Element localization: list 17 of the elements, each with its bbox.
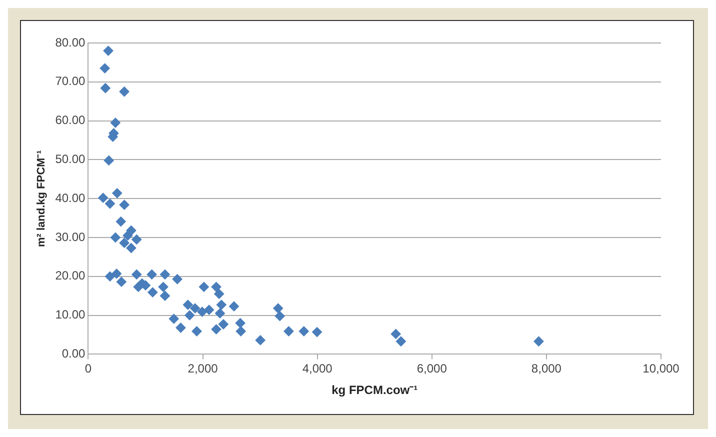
x-tick-label: 0 — [84, 362, 92, 376]
y-tick-label: 10.00 — [55, 308, 86, 322]
y-tick-label: 30.00 — [55, 230, 86, 244]
y-tick-label: 60.00 — [55, 113, 86, 128]
y-tick-label: 70.00 — [55, 74, 86, 88]
x-axis-title: kg FPCM.cow⁻¹ — [332, 383, 418, 398]
x-tick-label: 4,000 — [302, 362, 333, 376]
x-tick-label: 10,000 — [642, 362, 680, 376]
y-tick-label: 0.00 — [62, 346, 86, 361]
y-tick-label: 80.00 — [55, 35, 86, 50]
y-axis-title: m² land.kg FPCM⁻¹ — [36, 150, 48, 248]
x-tick-label: 2,000 — [188, 362, 218, 376]
x-tick-label: 6,000 — [416, 362, 448, 376]
y-tick-label: 40.00 — [55, 190, 86, 205]
y-tick-label: 20.00 — [55, 268, 86, 283]
y-tick-label: 50.00 — [55, 152, 86, 166]
x-tick-label: 8,000 — [531, 362, 562, 376]
